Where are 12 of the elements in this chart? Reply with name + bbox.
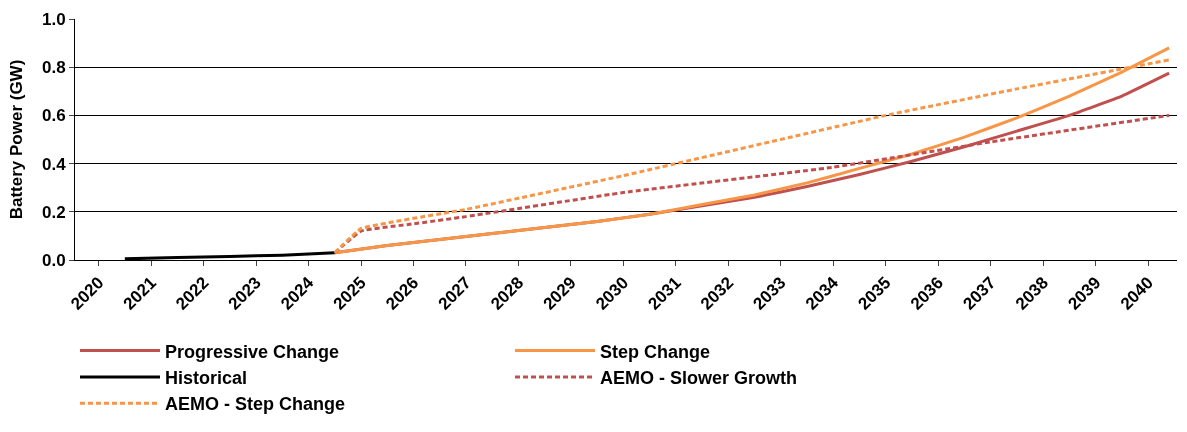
legend-label: AEMO - Step Change	[165, 394, 346, 415]
y-axis-title: Battery Power (GW)	[6, 59, 26, 220]
y-tick-label: 0.4	[41, 154, 67, 174]
y-tick-label: 0.6	[41, 106, 66, 126]
y-tick-label: 0.2	[41, 202, 66, 222]
legend-label: Step Change	[600, 341, 711, 362]
y-tick-label: 0.8	[41, 58, 66, 78]
y-tick-label: 1.0	[41, 9, 66, 29]
legend-label: Historical	[165, 367, 248, 388]
legend-label: Progressive Change	[165, 341, 340, 362]
y-tick-label: 0.0	[41, 250, 66, 270]
legend-label: AEMO - Slower Growth	[600, 367, 798, 388]
